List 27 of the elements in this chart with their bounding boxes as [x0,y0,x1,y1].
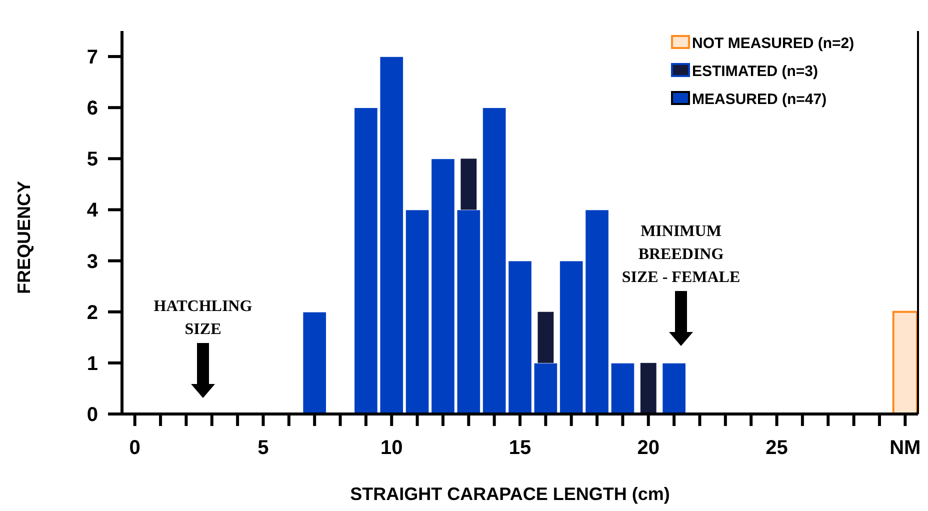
bar [302,311,327,414]
x-tick-label: 0 [129,437,140,459]
y-tick-label: 6 [86,98,98,120]
bar [662,362,686,414]
y-axis-title: FREQUENCY [14,180,34,294]
x-tick-label: 5 [258,437,269,459]
y-tick-label: 1 [86,352,98,375]
x-tick-label: 10 [380,437,403,459]
y-tick-label: 5 [86,148,98,171]
legend-label: NOT MEASURED (n=2) [692,35,854,52]
y-tick-label: 7 [86,46,98,69]
x-tick-label: 20 [637,437,660,459]
bar [640,362,656,414]
y-tick-label: 2 [86,302,98,324]
x-tick-label: 15 [508,437,532,459]
y-tick-label: 4 [86,200,99,222]
legend-label: ESTIMATED (n=3) [692,63,818,80]
x-tick-label: NM [890,437,921,459]
bar [538,312,554,363]
annotation: HATCHLING SIZE [154,298,253,338]
annotation: MINIMUM BREEDING SIZE - FEMALE [622,223,740,286]
y-tick-label: 3 [86,250,98,273]
x-tick-label: 25 [766,437,788,459]
y-tick-label: 0 [86,404,98,426]
x-axis-title: STRAIGHT CARAPACE LENGTH (cm) [350,484,670,504]
legend-label: MEASURED (n=47) [692,91,827,108]
bar [460,158,477,210]
